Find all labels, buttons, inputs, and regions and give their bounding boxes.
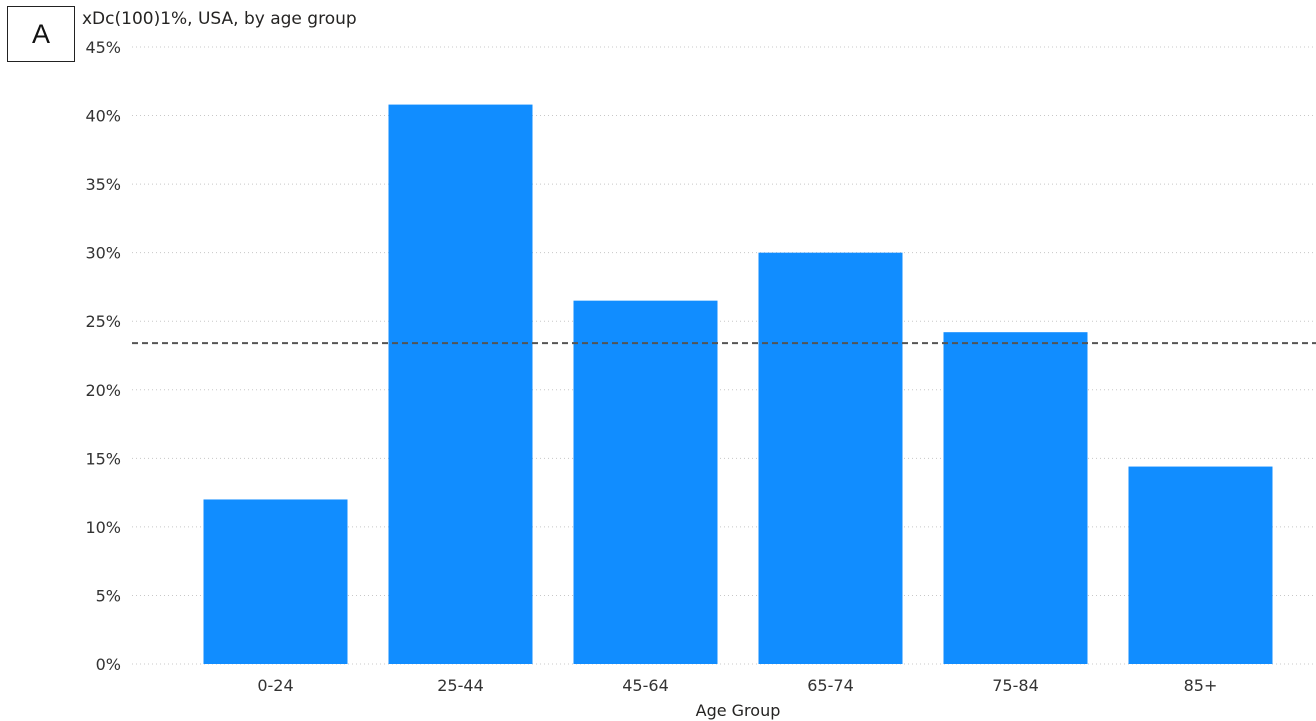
chart-title: xDc(100)1%, USA, by age group [82, 9, 357, 29]
x-axis-title: Age Group [696, 701, 781, 720]
y-tick-label: 10% [85, 518, 121, 537]
y-tick-label: 35% [85, 175, 121, 194]
x-tick-label: 0-24 [257, 676, 293, 695]
bar-45-64[interactable] [573, 300, 718, 664]
y-tick-label: 30% [85, 244, 121, 263]
x-tick-label: 85+ [1184, 676, 1218, 695]
bar-85+[interactable] [1128, 466, 1273, 664]
x-axis-ticks: 0-24 25-44 45-64 65-74 75-84 85+ [257, 676, 1217, 695]
bars [203, 104, 1273, 664]
bar-75-84[interactable] [943, 332, 1088, 664]
y-tick-label: 40% [85, 107, 121, 126]
x-tick-label: 45-64 [622, 676, 669, 695]
x-tick-label: 25-44 [437, 676, 484, 695]
y-tick-label: 15% [85, 449, 121, 468]
y-tick-label: 20% [85, 381, 121, 400]
bar-65-74[interactable] [758, 252, 903, 664]
x-tick-label: 65-74 [807, 676, 854, 695]
gridlines [132, 46, 1316, 665]
y-tick-label: 5% [96, 586, 121, 605]
bar-25-44[interactable] [388, 104, 533, 664]
y-tick-label: 25% [85, 312, 121, 331]
bar-0-24[interactable] [203, 499, 348, 664]
x-tick-label: 75-84 [992, 676, 1039, 695]
y-tick-label: 45% [85, 38, 121, 57]
y-axis-ticks: 0% 5% 10% 15% 20% 25% 30% 35% 40% 45% [85, 38, 121, 674]
y-tick-label: 0% [96, 655, 121, 674]
panel-label: A [7, 6, 75, 62]
